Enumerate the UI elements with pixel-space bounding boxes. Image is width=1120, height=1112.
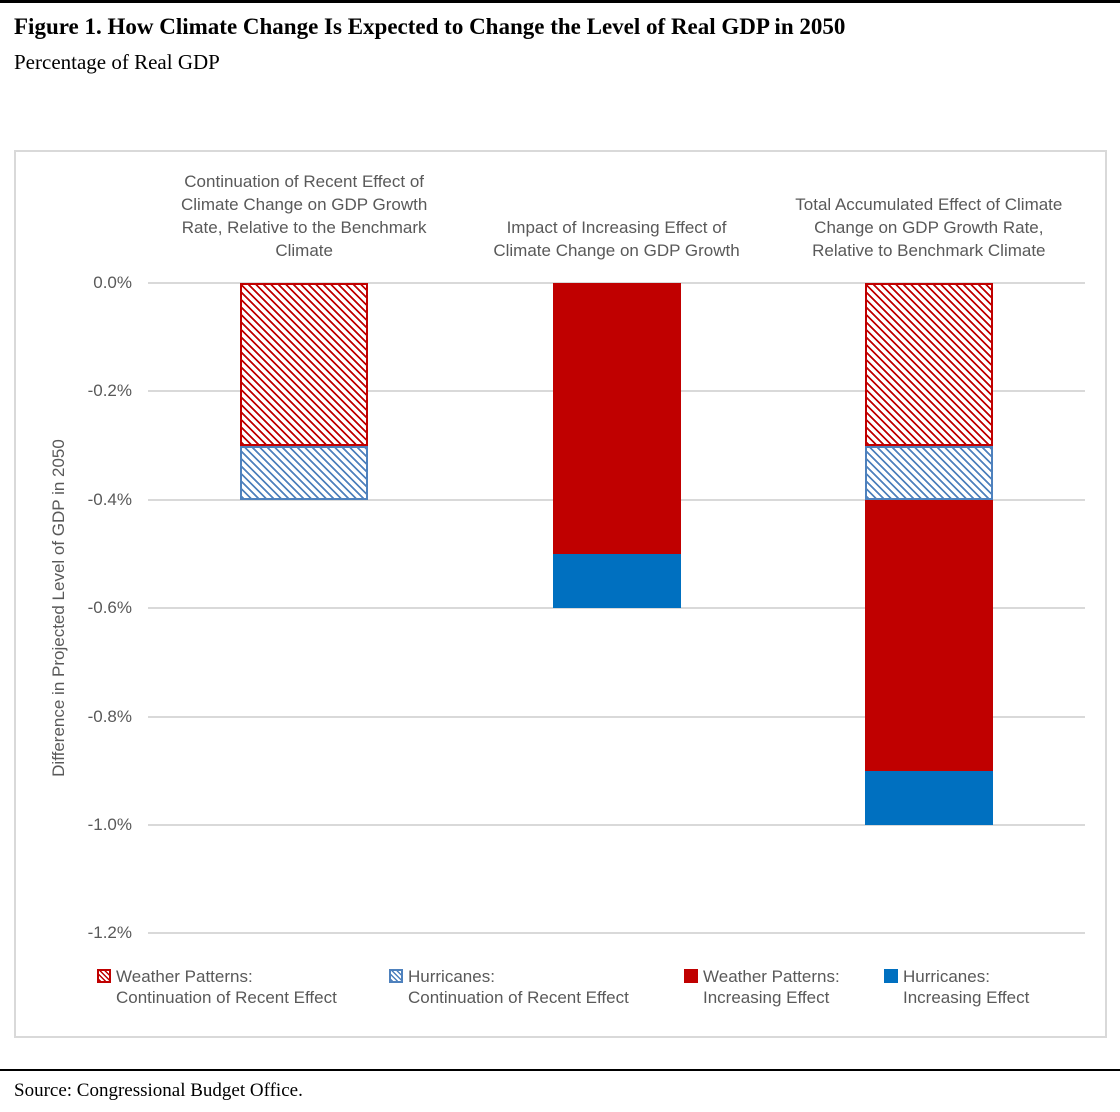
bar-segment-solid (864, 499, 993, 771)
legend-item: Hurricanes: Increasing Effect (884, 966, 1029, 1008)
y-axis-title: Difference in Projected Level of GDP in … (49, 439, 68, 777)
legend-label-line: Continuation of Recent Effect (408, 988, 629, 1007)
gridline (148, 607, 1085, 610)
category-header-line: Climate Change on GDP Growth (493, 241, 740, 260)
y-tick-label: -1.2% (87, 923, 132, 943)
legend-label: Hurricanes: Continuation of Recent Effect (408, 966, 629, 1008)
gridline (148, 715, 1085, 718)
legend-label-line: Increasing Effect (703, 988, 830, 1007)
legend-label-line: Increasing Effect (903, 988, 1030, 1007)
bar-segment-solid (552, 554, 681, 609)
bar-segment-hatched (864, 445, 993, 500)
legend-item: Weather Patterns: Increasing Effect (684, 966, 840, 1008)
legend-label-line: Hurricanes: (408, 967, 495, 986)
source-note: Source: Congressional Budget Office. (14, 1080, 303, 1101)
y-tick-label: 0.0% (93, 273, 132, 292)
legend-label-line: Hurricanes: (903, 967, 990, 986)
legend-swatch-hatched (389, 969, 403, 983)
figure-subtitle: Percentage of Real GDP (14, 50, 220, 74)
legend-label: Weather Patterns: Continuation of Recent … (116, 966, 337, 1008)
legend-swatch-hatched (97, 969, 111, 983)
gridline (148, 824, 1085, 826)
y-tick-label: -1.0% (87, 815, 132, 834)
legend-label-line: Weather Patterns: (703, 967, 840, 986)
category-header-line: Climate Change on GDP Growth (181, 195, 428, 214)
legend-swatch-solid (684, 969, 698, 983)
top-rule (0, 0, 1120, 3)
category-header-line: Change on GDP Growth Rate, (814, 218, 1044, 237)
legend-label: Weather Patterns: Increasing Effect (703, 966, 840, 1008)
chart-panel: Continuation of Recent Effect of Climate … (14, 150, 1107, 1038)
legend-label-line: Weather Patterns: (116, 967, 253, 986)
bar-segment-hatched (864, 283, 993, 446)
figure-title: Figure 1. How Climate Change Is Expected… (14, 14, 846, 39)
bar-segment-solid (864, 770, 993, 825)
category-header: Continuation of Recent Effect of Climate … (134, 170, 474, 262)
category-header-line: Impact of Increasing Effect of (506, 218, 727, 237)
bar-segment-solid (552, 283, 681, 554)
category-header: Impact of Increasing Effect of Climate Ch… (447, 216, 787, 262)
category-header-line: Total Accumulated Effect of Climate (795, 195, 1063, 214)
legend-label-line: Continuation of Recent Effect (116, 988, 337, 1007)
category-header-line: Rate, Relative to the Benchmark (181, 218, 427, 237)
y-tick-label: -0.4% (87, 489, 132, 509)
y-tick-label: -0.6% (87, 598, 132, 618)
legend-label: Hurricanes: Increasing Effect (903, 966, 1029, 1008)
gridline (148, 932, 1085, 935)
bar-segment-hatched (240, 283, 369, 446)
category-header-line: Relative to Benchmark Climate (812, 241, 1046, 260)
bar-segment-hatched (240, 445, 369, 500)
divider-rule (0, 1069, 1120, 1071)
y-tick-label: -0.8% (87, 706, 132, 726)
legend-swatch-solid (884, 969, 898, 983)
legend-item: Hurricanes: Continuation of Recent Effect (389, 966, 629, 1008)
legend-item: Weather Patterns: Continuation of Recent … (97, 966, 337, 1008)
category-header: Total Accumulated Effect of Climate Chang… (759, 193, 1099, 262)
category-header-line: Climate (275, 241, 333, 260)
category-headers: Continuation of Recent Effect of Climate … (16, 152, 1105, 264)
category-header-line: Continuation of Recent Effect of (184, 172, 425, 191)
y-tick-label: -0.2% (87, 381, 132, 401)
